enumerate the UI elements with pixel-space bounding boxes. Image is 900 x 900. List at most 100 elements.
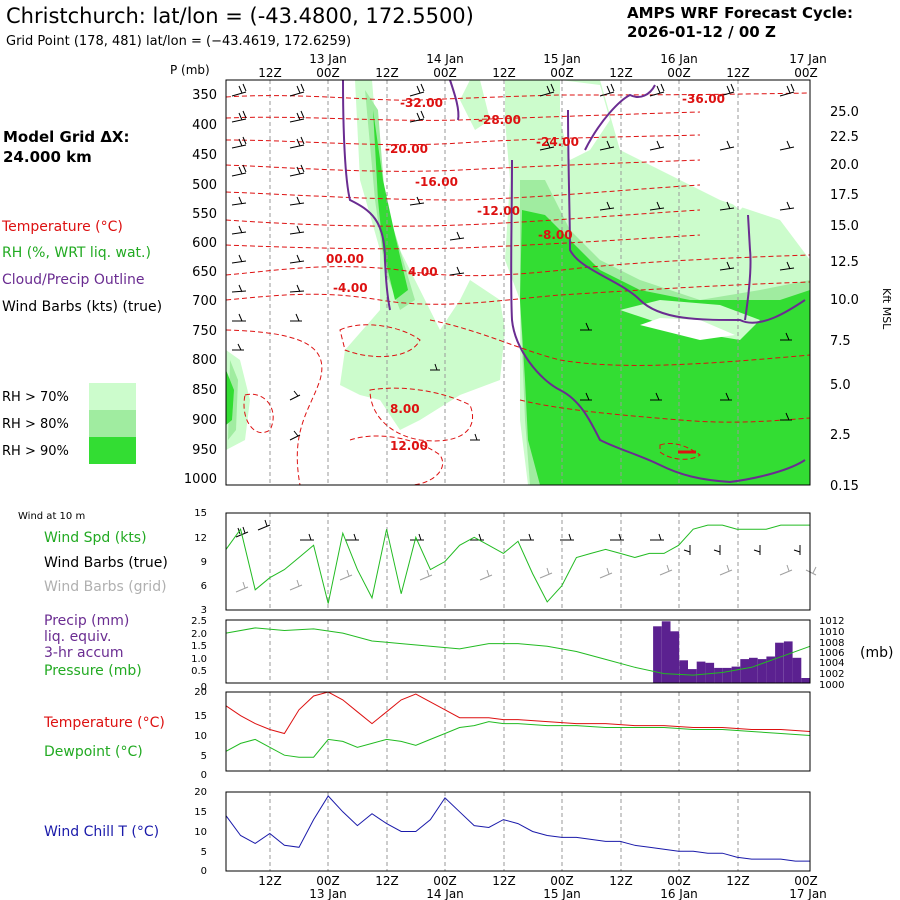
legend-cloud-outline: Cloud/Precip Outline <box>2 272 145 288</box>
temperature-contours <box>225 92 811 486</box>
height-axis: 25.0 22.5 20.0 17.5 15.0 12.5 10.0 7.5 5… <box>830 105 859 494</box>
temp-label: -32.00 <box>400 96 443 110</box>
rh90-label: RH > 90% <box>2 444 69 459</box>
chill-ytick: 5 <box>201 847 207 858</box>
temp-label: -28.00 <box>478 113 521 127</box>
temperature-line <box>225 691 811 735</box>
top-day-label: 13 Jan <box>309 52 347 66</box>
precip-bar <box>740 659 749 683</box>
temperature-frame <box>225 691 811 772</box>
precip-ytick: 0 <box>201 682 207 693</box>
height-tick: 20.0 <box>830 158 859 173</box>
precip-ytick: 1.0 <box>191 654 207 665</box>
wind-ytick: 15 <box>194 508 207 519</box>
temp-label: 8.00 <box>390 402 420 416</box>
height-tick: 22.5 <box>830 130 859 145</box>
rh90-swatch <box>89 437 136 464</box>
pressure-ytick: 1000 <box>819 680 844 691</box>
top-tick-label: 12Z <box>726 66 750 80</box>
dewpoint-legend: Dewpoint (°C) <box>44 744 143 760</box>
true-wind-barbs <box>235 519 801 555</box>
forecast-cycle-value: 2026-01-12 / 00 Z <box>627 23 776 41</box>
bottom-tick-label: 00Z <box>550 874 574 888</box>
temp-ytick: 5 <box>201 751 207 762</box>
top-tick-label: 00Z <box>550 66 574 80</box>
temp-ytick: 20 <box>194 687 207 698</box>
rh80-label: RH > 80% <box>2 417 69 432</box>
rh-shading <box>226 80 810 485</box>
pressure-tick: 550 <box>192 207 217 222</box>
pressure-tick: 950 <box>192 443 217 458</box>
precip-bar <box>661 621 671 683</box>
height-tick: 12.5 <box>830 255 859 270</box>
height-tick: 17.5 <box>830 188 859 203</box>
height-tick: 25.0 <box>830 105 859 120</box>
top-tick-label: 00Z <box>316 66 340 80</box>
dewpoint-line <box>225 721 811 758</box>
temp-label: 12.00 <box>390 439 428 453</box>
wind-speed-line <box>225 524 810 604</box>
top-tick-label: 12Z <box>492 66 516 80</box>
windchill-panel: 20 15 10 5 0 <box>194 787 811 877</box>
wind-frame <box>225 512 811 611</box>
legend-wind-barbs: Wind Barbs (kts) (true) <box>2 299 162 315</box>
top-tick-label: 12Z <box>258 66 282 80</box>
precip-bar <box>705 662 715 683</box>
top-time-axis: 12Z 00Z 12Z 00Z 12Z 00Z 12Z 00Z 12Z 00Z … <box>258 52 827 80</box>
bottom-day-label: 16 Jan <box>660 887 698 900</box>
precip-bar <box>783 641 793 683</box>
top-tick-label: 00Z <box>667 66 691 80</box>
precip-ytick: 0.5 <box>191 666 207 677</box>
precip-ytick: 2.5 <box>191 616 207 627</box>
chill-ytick: 10 <box>194 827 207 838</box>
time-height-frame <box>225 79 811 486</box>
pressure-tick: 500 <box>192 178 217 193</box>
temp-label: -12.00 <box>477 204 520 218</box>
precip-ytick: 1.5 <box>191 641 207 652</box>
precip-bar <box>801 678 810 683</box>
pressure-tick: 700 <box>192 294 217 309</box>
precip-yaxis: 2.5 2.0 1.5 1.0 0.5 0 <box>191 616 207 693</box>
temp-label: -4.00 <box>333 281 368 295</box>
pressure-unit: (mb) <box>860 645 893 661</box>
bottom-tick-label: 12Z <box>609 874 633 888</box>
bottom-day-label: 17 Jan <box>789 887 827 900</box>
height-tick: 2.5 <box>830 428 851 443</box>
temp-label: 4.00 <box>408 265 438 279</box>
top-day-label: 14 Jan <box>426 52 464 66</box>
temp-label: -8.00 <box>538 228 573 242</box>
pressure-ytick: 1012 <box>819 616 844 627</box>
wind-yaxis: 15 12 9 6 3 <box>194 508 207 616</box>
windchill-frame <box>225 791 811 872</box>
wind-grid-legend: Wind Barbs (grid) <box>44 579 167 595</box>
windchill-legend: Wind Chill T (°C) <box>44 824 159 840</box>
grid-point-label: Grid Point (178, 481) lat/lon = (−43.461… <box>6 34 351 49</box>
wind-panel: 15 12 9 6 3 <box>194 508 817 616</box>
chill-ytick: 15 <box>194 807 207 818</box>
rh80-swatch <box>89 410 136 437</box>
top-day-label: 17 Jan <box>789 52 827 66</box>
grid-wind-barbs <box>235 564 817 593</box>
precip-bar <box>731 666 741 683</box>
bottom-day-label: 14 Jan <box>426 887 464 900</box>
pressure-yaxis: 1012 1010 1008 1006 1004 1002 1000 <box>819 616 844 691</box>
windchill-line <box>225 795 810 862</box>
temp-ytick: 10 <box>194 731 207 742</box>
bottom-tick-label: 00Z <box>667 874 691 888</box>
precip-frame <box>225 619 811 684</box>
precip-bar <box>714 667 723 683</box>
precip-bar <box>696 661 706 683</box>
precip-bar <box>757 659 767 683</box>
top-tick-label: 00Z <box>794 66 818 80</box>
pressure-axis-title: P (mb) <box>170 63 210 77</box>
time-height-grid <box>269 80 739 485</box>
height-tick: 10.0 <box>830 293 859 308</box>
bottom-tick-label: 00Z <box>794 874 818 888</box>
precip-panel: 2.5 2.0 1.5 1.0 0.5 0 1012 1010 1008 100… <box>191 616 893 693</box>
pressure-tick: 900 <box>192 413 217 428</box>
bottom-day-label: 15 Jan <box>543 887 581 900</box>
temperature-panel: 20 15 10 5 0 <box>194 687 811 781</box>
cloud-outline <box>342 79 806 484</box>
pressure-ytick: 1010 <box>819 627 844 638</box>
